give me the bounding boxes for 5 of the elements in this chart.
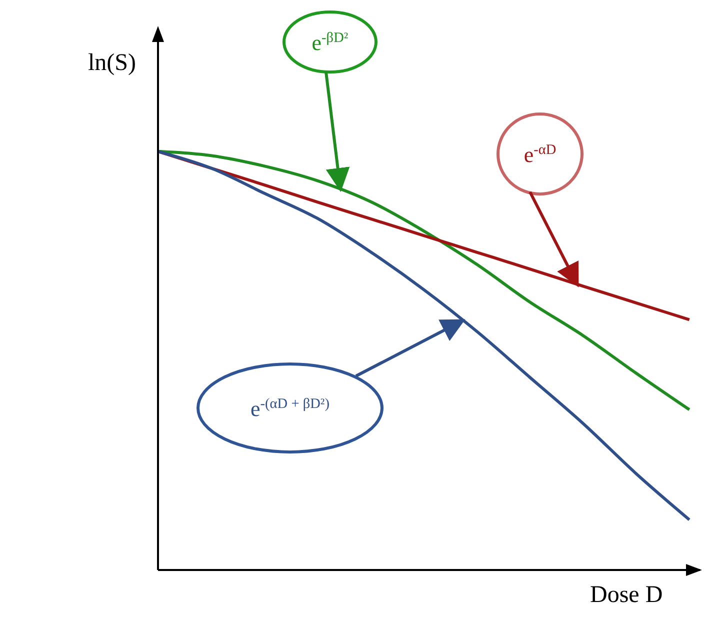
x-axis-title: Dose D <box>590 582 663 609</box>
y-axis-title: ln(S) <box>88 50 136 77</box>
text: e$^{-(αD + βD²)}$ <box>250 396 330 421</box>
text: e$^{-αD}$ <box>524 142 556 167</box>
text: e$^{-βD²}$ <box>312 30 348 55</box>
